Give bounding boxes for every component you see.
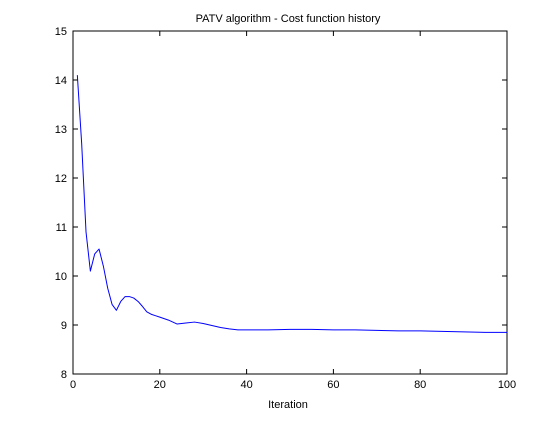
series-group bbox=[76, 75, 507, 333]
x-tick-label: 0 bbox=[70, 379, 76, 391]
x-tick-label: 40 bbox=[240, 379, 252, 391]
y-tick-label: 11 bbox=[56, 222, 67, 234]
y-tick-label: 14 bbox=[55, 75, 67, 87]
y-tick-label: 15 bbox=[55, 26, 67, 38]
chart-title: PATV algorithm - Cost function history bbox=[196, 13, 381, 25]
plot-area bbox=[72, 30, 508, 375]
x-axis-label: Iteration bbox=[268, 399, 308, 411]
x-tick-label: 20 bbox=[154, 379, 166, 391]
x-tick-label: 80 bbox=[414, 379, 426, 391]
series-line bbox=[76, 75, 507, 333]
y-tick-label: 13 bbox=[55, 124, 67, 136]
axis-ticks bbox=[72, 30, 508, 375]
x-tick-label: 60 bbox=[327, 379, 339, 391]
y-tick-label: 10 bbox=[55, 271, 67, 283]
y-tick-label: 12 bbox=[55, 173, 67, 185]
x-tick-labels: 0 20 40 60 80 100 bbox=[70, 379, 516, 391]
y-tick-label: 9 bbox=[61, 320, 67, 332]
y-tick-label: 8 bbox=[61, 369, 67, 381]
y-tick-labels: 8 9 10 11 12 13 14 15 bbox=[55, 26, 67, 381]
x-tick-label: 100 bbox=[498, 379, 516, 391]
